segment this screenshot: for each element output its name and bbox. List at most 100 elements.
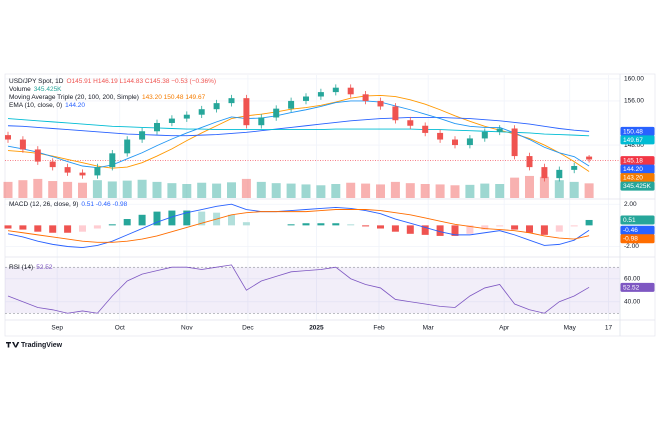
volume-bar <box>286 183 296 198</box>
legend: EMA (10, close, 0) 144.20 <box>9 102 85 109</box>
logo-icon <box>6 342 20 348</box>
volume-bar <box>465 184 475 198</box>
price-tag <box>620 215 655 225</box>
volume-bar <box>316 185 326 198</box>
candle-body <box>496 128 503 132</box>
volume-bar <box>554 180 564 198</box>
price-tag-label: 345.425K <box>623 183 651 190</box>
legend: MACD (12, 26, close, 9) 0.51 -0.46 -0.98 <box>9 201 128 208</box>
rsi-line <box>7 264 590 314</box>
volume-bar <box>346 182 356 198</box>
candle-body <box>34 149 41 162</box>
volume-bar <box>152 181 162 198</box>
legend-values: 52.52 <box>36 264 53 271</box>
candle-body <box>317 92 324 97</box>
macd-histogram-bar <box>526 225 533 233</box>
legend-name: Volume <box>9 86 31 93</box>
volume-bar <box>450 185 460 198</box>
volume-bar <box>92 180 102 198</box>
price-tag <box>620 181 655 191</box>
macd-histogram-bar <box>317 223 325 226</box>
macd-histogram-bar <box>466 225 474 234</box>
y-tick-label: 156.00 <box>624 98 644 105</box>
volume-bar <box>182 184 192 198</box>
macd-histogram-bar <box>540 225 548 235</box>
macd-histogram-bar <box>183 210 191 226</box>
candle-body <box>288 100 295 109</box>
y-tick-label: -2.00 <box>624 243 639 250</box>
candle-body <box>64 167 71 173</box>
x-tick-label: Apr <box>499 325 510 332</box>
volume-bar <box>48 181 58 198</box>
legend: RSI (14) 52.52 <box>9 264 53 271</box>
legend-name: MACD (12, 26, close, 9) <box>9 201 78 208</box>
legend-values: 0.51 -0.46 -0.98 <box>81 201 127 208</box>
candle-body <box>79 172 86 176</box>
plot <box>3 84 620 314</box>
price-tag-label: -0.46 <box>623 227 638 234</box>
macd-histogram-bar <box>79 225 86 232</box>
legend: Volume 345.425K <box>9 86 62 93</box>
volume-bar <box>107 181 117 198</box>
candle-body <box>139 131 146 140</box>
candle-body <box>228 98 235 104</box>
candle-body <box>273 108 280 118</box>
volume-bar <box>33 178 43 198</box>
macd-histogram-bar <box>347 224 355 226</box>
candle-body <box>586 156 593 160</box>
candle-body <box>94 167 101 176</box>
candle-body <box>124 139 131 154</box>
x-tick-label: Oct <box>115 325 125 332</box>
price-tag-label: 145.18 <box>623 158 643 165</box>
candle-body <box>392 106 399 121</box>
candle-body <box>377 100 384 107</box>
logo: TradingView <box>6 342 63 349</box>
macd-histogram-bar <box>153 211 161 226</box>
x-tick-label: Mar <box>423 325 435 332</box>
candle-body <box>407 120 414 126</box>
legend-values: O145.91 H146.19 L144.83 C145.38 −0.53 (−… <box>66 78 216 85</box>
volume-bar <box>331 184 341 198</box>
volume-bar <box>63 181 73 198</box>
volume-bar <box>495 184 505 198</box>
y-tick-label: 2.00 <box>624 201 637 208</box>
macd-histogram-bar <box>481 225 489 230</box>
macd-histogram-bar <box>228 214 235 226</box>
volume-bar <box>18 180 28 198</box>
macd-histogram-bar <box>64 225 72 233</box>
candle-body <box>19 139 26 150</box>
macd-histogram-bar <box>302 223 310 226</box>
macd-histogram-bar <box>168 210 176 226</box>
macd-histogram-bar <box>108 224 116 226</box>
candle-body <box>243 98 250 126</box>
legend-values: 144.20 <box>65 102 85 109</box>
x-tick-label: Dec <box>242 325 254 332</box>
candle-body <box>511 128 518 157</box>
labels: Sep Oct Nov Dec 2025 Feb Mar Apr May 17 148.00 156.… <box>9 76 655 332</box>
volume-bar <box>480 183 490 198</box>
legend-name: EMA (10, close, 0) <box>9 102 62 109</box>
macd-histogram-bar <box>496 225 504 227</box>
macd-histogram-bar <box>4 225 12 229</box>
macd-histogram-bar <box>406 225 414 234</box>
candle-body <box>466 138 473 146</box>
candle-body <box>168 118 175 123</box>
x-tick-label: 2025 <box>309 325 324 332</box>
candle-body <box>437 132 444 140</box>
price-tag-label: 149.67 <box>623 137 643 144</box>
volume-bar <box>539 176 549 198</box>
price-tag-label: 0.51 <box>623 217 636 224</box>
price-tag <box>620 135 655 145</box>
volume-bar <box>301 184 311 198</box>
macd-histogram-bar <box>436 225 444 236</box>
macd-histogram-bar <box>332 223 340 226</box>
macd-histogram-bar <box>49 225 57 233</box>
macd-line <box>7 203 590 248</box>
legend: Moving Average Triple (20, 100, 200, Sim… <box>9 94 206 101</box>
signal-line <box>7 209 590 243</box>
volume-bar <box>376 184 385 198</box>
moving-average-line <box>7 118 590 137</box>
legend: USD/JPY Spot, 1D O145.91 H146.19 L144.83 … <box>9 78 216 85</box>
legend-values: 143.20 150.48 149.67 <box>142 94 206 101</box>
price-tag <box>620 164 655 174</box>
